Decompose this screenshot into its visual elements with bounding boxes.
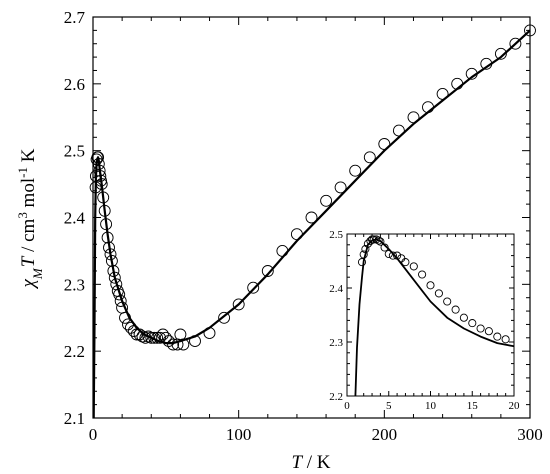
main-y-tick-label-5: 2.6 <box>64 75 85 94</box>
inset-axes-ticks: 0 5 10 15 20 2.2 2.3 2.4 2.5 <box>329 229 520 412</box>
y-axis-title-part-0: χ <box>18 278 39 289</box>
main-data-point-65 <box>494 47 507 60</box>
main-data-point-56 <box>363 151 376 164</box>
inset-y-tick-label-0: 2.2 <box>329 391 343 403</box>
main-data-point-42 <box>174 328 187 341</box>
main-data-point-53 <box>320 194 333 207</box>
main-y-tick-label-3: 2.4 <box>64 209 86 228</box>
main-data-point-66 <box>509 37 522 50</box>
main-data-point-55 <box>349 164 362 177</box>
inset-data-point-24 <box>476 324 485 333</box>
main-data-point-52 <box>305 211 318 224</box>
inset-data-point-19 <box>434 289 443 298</box>
main-data-point-48 <box>247 281 260 294</box>
inset-data-point-20 <box>443 297 452 306</box>
y-axis-title-part-4: 3 <box>15 212 30 219</box>
main-data-point-43 <box>177 338 190 351</box>
inset-plot: 0 5 10 15 20 2.2 2.3 2.4 2.5 <box>329 229 520 412</box>
y-axis-title-part-3: / cm <box>18 218 39 256</box>
main-x-tick-label-3: 300 <box>517 425 543 444</box>
main-x-tick-label-1: 100 <box>226 425 252 444</box>
inset-data-point-17 <box>418 270 427 279</box>
inset-data-point-18 <box>426 281 435 290</box>
x-axis-title: T / K <box>291 452 330 473</box>
inset-y-tick-label-3: 2.5 <box>329 229 343 241</box>
main-y-tick-label-0: 2.1 <box>64 409 85 428</box>
main-data-point-54 <box>334 181 347 194</box>
x-axis-title-symbol: T <box>291 452 303 473</box>
main-data-point-39 <box>162 335 175 348</box>
inset-data-point-21 <box>451 305 460 314</box>
main-y-tick-label-2: 2.3 <box>64 275 85 294</box>
y-axis-title-part-2: T <box>18 255 39 267</box>
inset-data-point-25 <box>484 327 493 336</box>
inset-x-tick-label-3: 15 <box>467 400 479 412</box>
main-x-tick-label-0: 0 <box>89 425 98 444</box>
inset-x-tick-label-4: 20 <box>509 400 521 412</box>
main-x-tick-label-2: 200 <box>372 425 398 444</box>
main-y-tick-label-6: 2.7 <box>64 8 86 27</box>
main-data-point-47 <box>232 298 245 311</box>
inset-plot-frame <box>346 233 515 397</box>
inset-y-tick-label-2: 2.4 <box>329 283 343 295</box>
main-y-tick-label-4: 2.5 <box>64 142 85 161</box>
main-fit-line <box>92 29 531 419</box>
main-plot-marks <box>89 24 536 419</box>
main-data-point-40 <box>167 338 180 351</box>
inset-plot-marks <box>354 235 515 397</box>
main-data-point-36 <box>154 331 166 344</box>
x-axis-title-unit: / K <box>302 452 331 473</box>
inset-data-point-9 <box>376 237 385 246</box>
main-data-point-33 <box>145 331 158 344</box>
main-y-tick-label-1: 2.2 <box>64 342 85 361</box>
inset-data-point-12 <box>388 251 397 260</box>
inset-x-tick-label-0: 0 <box>344 400 350 412</box>
y-axis-title-part-6: -1 <box>15 167 30 178</box>
main-data-point-49 <box>261 265 274 277</box>
inset-data-point-0 <box>357 258 367 267</box>
inset-data-point-23 <box>468 319 477 328</box>
y-axis-title-part-5: mol <box>18 178 39 212</box>
inset-y-tick-label-1: 2.3 <box>329 337 343 349</box>
inset-fit-line <box>354 238 515 397</box>
y-axis-title-part-7: K <box>18 148 39 167</box>
inset-data-point-26 <box>493 332 502 341</box>
main-data-point-46 <box>218 311 231 324</box>
inset-x-tick-label-2: 10 <box>425 400 437 412</box>
inset-data-point-27 <box>501 335 510 344</box>
inset-data-point-16 <box>409 262 418 271</box>
inset-x-tick-label-1: 5 <box>386 400 392 412</box>
inset-data-point-22 <box>459 313 468 322</box>
y-axis-title-part-1: M <box>30 267 45 280</box>
inset-data-point-15 <box>401 258 410 267</box>
y-axis-title: χMT / cm3 mol-1 K <box>15 148 45 289</box>
